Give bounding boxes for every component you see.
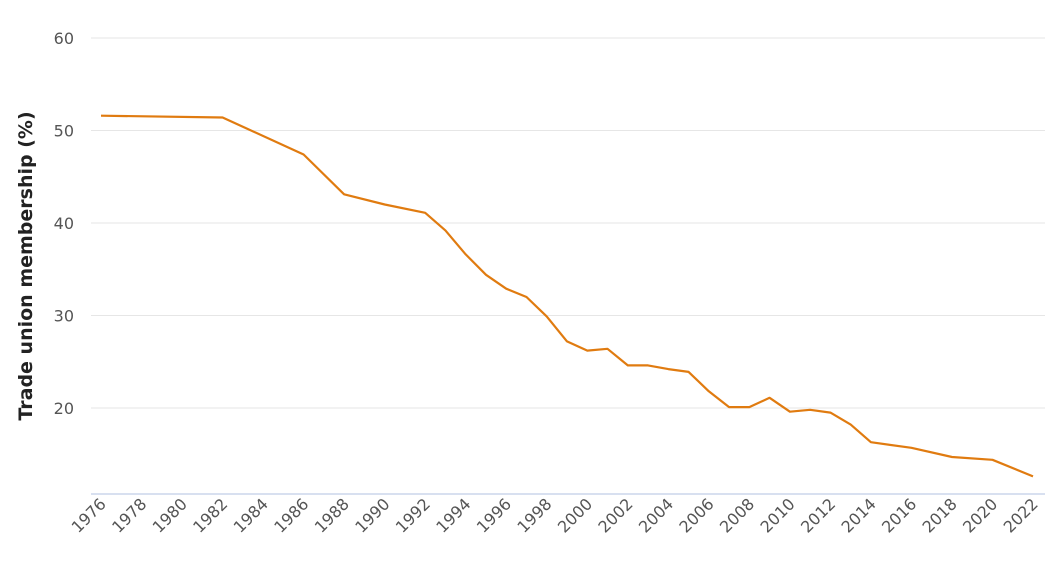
x-tick-label: 1978 — [108, 494, 150, 536]
x-tick-label: 1998 — [513, 494, 555, 536]
y-tick-label: 60 — [54, 29, 74, 48]
x-tick-label: 1990 — [351, 494, 393, 536]
x-tick-label: 2014 — [838, 494, 880, 536]
x-tick-label: 1992 — [392, 494, 434, 536]
series-group — [100, 114, 1034, 478]
x-tick-label: 1986 — [270, 494, 312, 536]
x-tick-label: 2012 — [797, 494, 839, 536]
y-axis-ticks: 20 30 40 50 60 — [54, 29, 74, 418]
x-tick-label: 2002 — [594, 494, 636, 536]
x-tick-label: 1982 — [189, 494, 231, 536]
x-tick-label: 2016 — [878, 494, 920, 536]
y-tick-label: 40 — [54, 214, 74, 233]
x-tick-label: 1980 — [149, 494, 191, 536]
x-tick-label: 1996 — [473, 494, 515, 536]
y-tick-label: 20 — [54, 399, 74, 418]
x-tick-label: 2000 — [554, 494, 596, 536]
gridlines — [91, 37, 1045, 409]
x-tick-label: 2020 — [959, 494, 1001, 536]
x-tick-label: 2018 — [919, 494, 961, 536]
x-axis-ticks: 1976197819801982198419861988199019921994… — [68, 494, 1042, 536]
series-line — [100, 114, 1034, 478]
x-tick-label: 2010 — [756, 494, 798, 536]
x-tick-label: 1984 — [230, 494, 272, 536]
x-tick-label: 2008 — [716, 494, 758, 536]
y-tick-label: 30 — [54, 306, 74, 325]
x-tick-label: 2022 — [1000, 494, 1042, 536]
x-tick-label: 2006 — [675, 494, 717, 536]
x-tick-label: 1994 — [432, 494, 474, 536]
x-tick-label: 2004 — [635, 494, 677, 536]
x-tick-label: 1976 — [68, 494, 110, 536]
y-tick-label: 50 — [54, 121, 74, 140]
x-tick-label: 1988 — [311, 494, 353, 536]
y-axis-label: Trade union membership (%) — [15, 111, 37, 420]
